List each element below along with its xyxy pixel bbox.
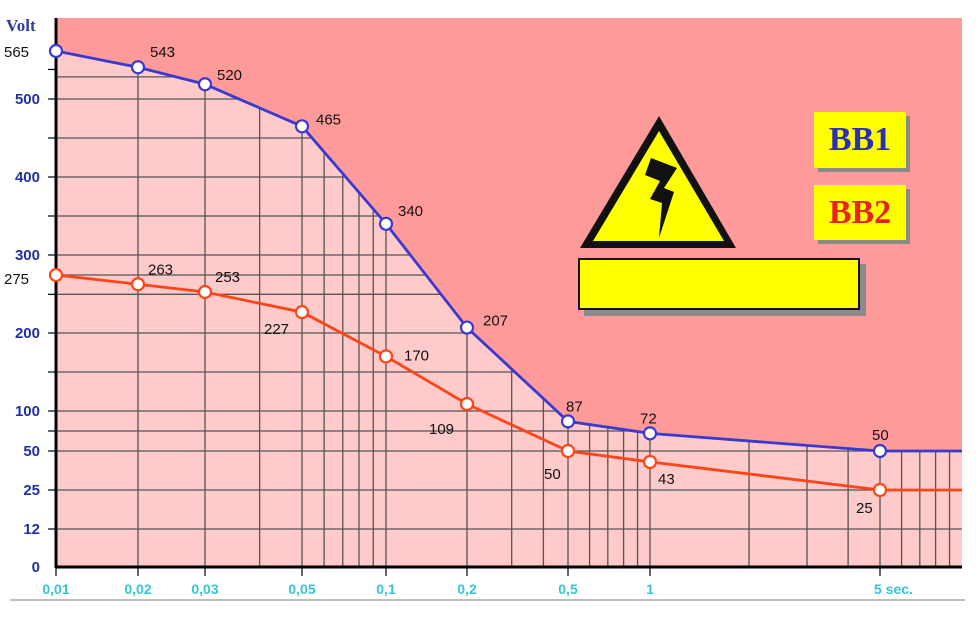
bb1-point [294, 119, 310, 134]
bb2-point [294, 305, 310, 320]
bb2-point [130, 277, 146, 292]
bb1-point [872, 443, 888, 459]
bb1-data-label: 543 [150, 44, 175, 61]
bb1-data-label: 72 [640, 410, 657, 427]
legend-bb2: BB2 [814, 185, 906, 240]
bb1-point [459, 320, 475, 335]
high-voltage-warning-icon [580, 116, 736, 248]
y-tick-label: 25 [23, 482, 40, 499]
bb1-line [55, 49, 962, 453]
x-tick-label: 0,5 [558, 581, 578, 597]
bb2-data-label: 109 [429, 421, 454, 438]
bb2-point [378, 349, 394, 364]
bb1-data-label: 465 [316, 111, 341, 128]
bb2-data-label: 43 [658, 471, 675, 488]
x-tick-label: 0,02 [124, 581, 151, 597]
y-tick-label: 300 [15, 247, 40, 264]
bb1-point [378, 216, 394, 231]
bb1-point [642, 426, 658, 441]
bb2-point [459, 396, 475, 412]
bb1-data-label: 340 [398, 203, 423, 220]
bb1-point [197, 77, 213, 92]
bb2-point [197, 284, 213, 300]
bb1-point [130, 60, 146, 75]
x-tick-label: 5 sec. [874, 581, 913, 597]
y-tick-label: 500 [15, 91, 40, 108]
bb2-line [55, 273, 962, 492]
bb1-point [560, 414, 576, 429]
y-tick-label: 0 [32, 559, 40, 576]
bb2-data-label: 170 [404, 347, 429, 364]
x-tick-label: 1 [646, 581, 654, 597]
bb2-data-label: 25 [856, 500, 873, 517]
bb2-point [642, 454, 658, 470]
y-tick-label: 200 [15, 325, 40, 342]
bb2-data-label: 275 [4, 271, 29, 288]
bb2-point [560, 443, 576, 459]
bb1-data-label: 50 [872, 427, 889, 444]
warning-label-bar [578, 258, 860, 310]
bb1-data-label: 207 [483, 313, 508, 330]
y-tick-label: 100 [15, 403, 40, 420]
bb2-data-label: 50 [544, 466, 561, 483]
x-tick-label: 0,01 [42, 581, 69, 597]
bb1-data-label: 87 [566, 398, 583, 415]
x-tick-label: 0,2 [457, 581, 477, 597]
bb2-data-label: 253 [215, 269, 240, 286]
x-tick-label: 0,1 [376, 581, 396, 597]
x-tick-label: 0,05 [288, 581, 315, 597]
bb1-point [48, 43, 64, 59]
bb2-data-label: 227 [264, 321, 289, 338]
bb2-point [872, 482, 888, 498]
y-tick-label: 12 [23, 521, 40, 538]
bb1-data-label: 565 [4, 44, 29, 61]
bb1-data-label: 520 [217, 67, 242, 84]
bb2-point [48, 267, 64, 283]
y-tick-label: 400 [15, 169, 40, 186]
bb2-data-label: 263 [148, 261, 173, 278]
y-axis-title: Volt [6, 16, 36, 35]
x-tick-label: 0,03 [191, 581, 218, 597]
legend-bb1: BB1 [814, 112, 906, 168]
lower-region [56, 51, 962, 567]
y-tick-label: 50 [23, 443, 40, 460]
